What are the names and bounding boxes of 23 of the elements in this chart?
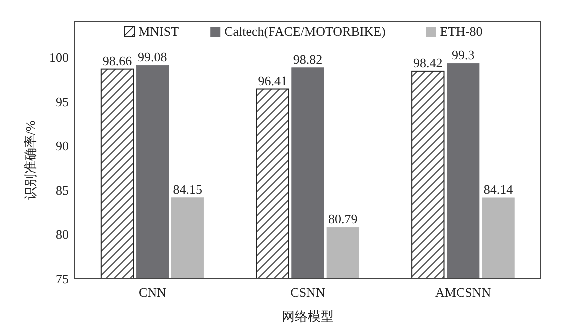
y-axis-title: 识别准确率/% <box>23 120 38 200</box>
y-tick-label: 90 <box>56 138 69 154</box>
legend-label: MNIST <box>138 24 180 39</box>
legend-label: ETH-80 <box>440 24 483 39</box>
data-label: 99.08 <box>138 50 168 65</box>
data-label: 98.42 <box>414 55 443 70</box>
data-label: 98.66 <box>102 53 133 68</box>
y-tick-label: 100 <box>50 50 69 65</box>
data-label: 80.79 <box>328 212 358 227</box>
data-label: 96.41 <box>258 73 288 88</box>
x-tick-label: CSNN <box>290 285 326 300</box>
y-tick-label: 80 <box>56 227 69 242</box>
data-label: 84.15 <box>173 182 202 197</box>
data-label: 98.82 <box>293 52 323 67</box>
y-tick-label: 95 <box>56 94 69 110</box>
x-tick-label: AMCSNN <box>436 285 492 300</box>
x-tick-label: CNN <box>138 285 167 300</box>
y-tick-label: 75 <box>56 272 69 287</box>
y-tick-label: 85 <box>56 182 69 198</box>
legend-label: Caltech(FACE/MOTORBIKE) <box>224 24 386 39</box>
data-label: 84.14 <box>484 182 514 197</box>
data-label: 99.3 <box>452 48 475 63</box>
x-axis-title: 网络模型 <box>282 309 334 324</box>
